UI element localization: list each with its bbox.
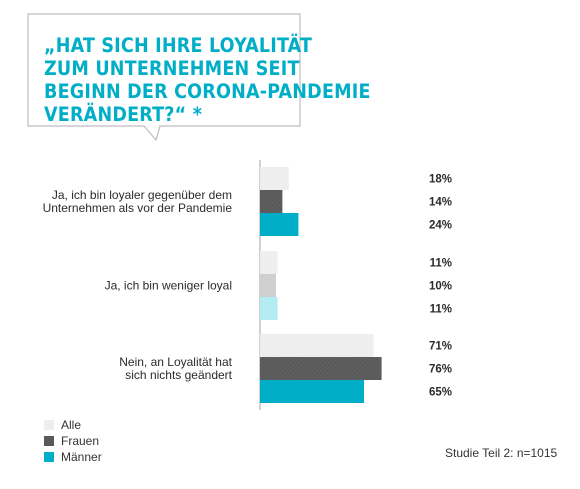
- category-label: Ja, ich bin loyaler gegenüber dem: [52, 188, 232, 202]
- legend-swatch-alle: [44, 420, 54, 430]
- chart-title: „HAT SICH IHRE LOYALITÄT ZUM UNTERNEHMEN…: [44, 34, 371, 126]
- category-label: sich nichts geändert: [125, 368, 232, 382]
- bar-maenner: [260, 213, 299, 236]
- data-label: 18%: [429, 174, 452, 186]
- legend-item-maenner: Männer: [44, 449, 102, 465]
- category-label: Ja, ich bin weniger loyal: [105, 279, 232, 293]
- data-label: 76%: [429, 364, 452, 376]
- category-label: Nein, an Loyalität hat: [119, 355, 232, 369]
- data-label: 65%: [429, 387, 452, 399]
- legend-label: Frauen: [61, 434, 100, 448]
- title-line: VERÄNDERT?“ *: [44, 103, 203, 126]
- legend-item-frauen: Frauen: [44, 433, 102, 449]
- title-line: „HAT SICH IHRE LOYALITÄT: [44, 34, 313, 57]
- bar-alle: [260, 251, 278, 274]
- legend-label: Alle: [61, 418, 82, 432]
- bar-alle: [260, 334, 374, 357]
- data-label: 11%: [430, 258, 452, 270]
- bar-frauen: [260, 274, 276, 297]
- legend-swatch-maenner: [44, 452, 54, 462]
- data-label: 24%: [429, 220, 452, 232]
- legend: Alle Frauen Männer: [44, 417, 102, 465]
- title-line: BEGINN DER CORONA-PANDEMIE: [44, 80, 371, 103]
- legend-item-alle: Alle: [44, 417, 102, 433]
- study-note: Studie Teil 2: n=1015: [445, 446, 558, 460]
- bar-maenner: [260, 380, 364, 403]
- legend-label: Männer: [61, 450, 102, 464]
- title-line: ZUM UNTERNEHMEN SEIT: [44, 57, 300, 80]
- bar-maenner: [260, 297, 278, 320]
- speech-bubble: [27, 13, 301, 142]
- data-label: 11%: [430, 304, 452, 316]
- legend-swatch-frauen: [44, 436, 54, 446]
- bar-alle: [260, 167, 289, 190]
- data-label: 71%: [429, 341, 452, 353]
- data-label: 10%: [429, 281, 452, 293]
- data-label: 14%: [429, 197, 452, 209]
- bar-frauen: [260, 357, 382, 380]
- category-label: Unternehmen als vor der Pandemie: [43, 201, 233, 215]
- bar-frauen: [260, 190, 283, 213]
